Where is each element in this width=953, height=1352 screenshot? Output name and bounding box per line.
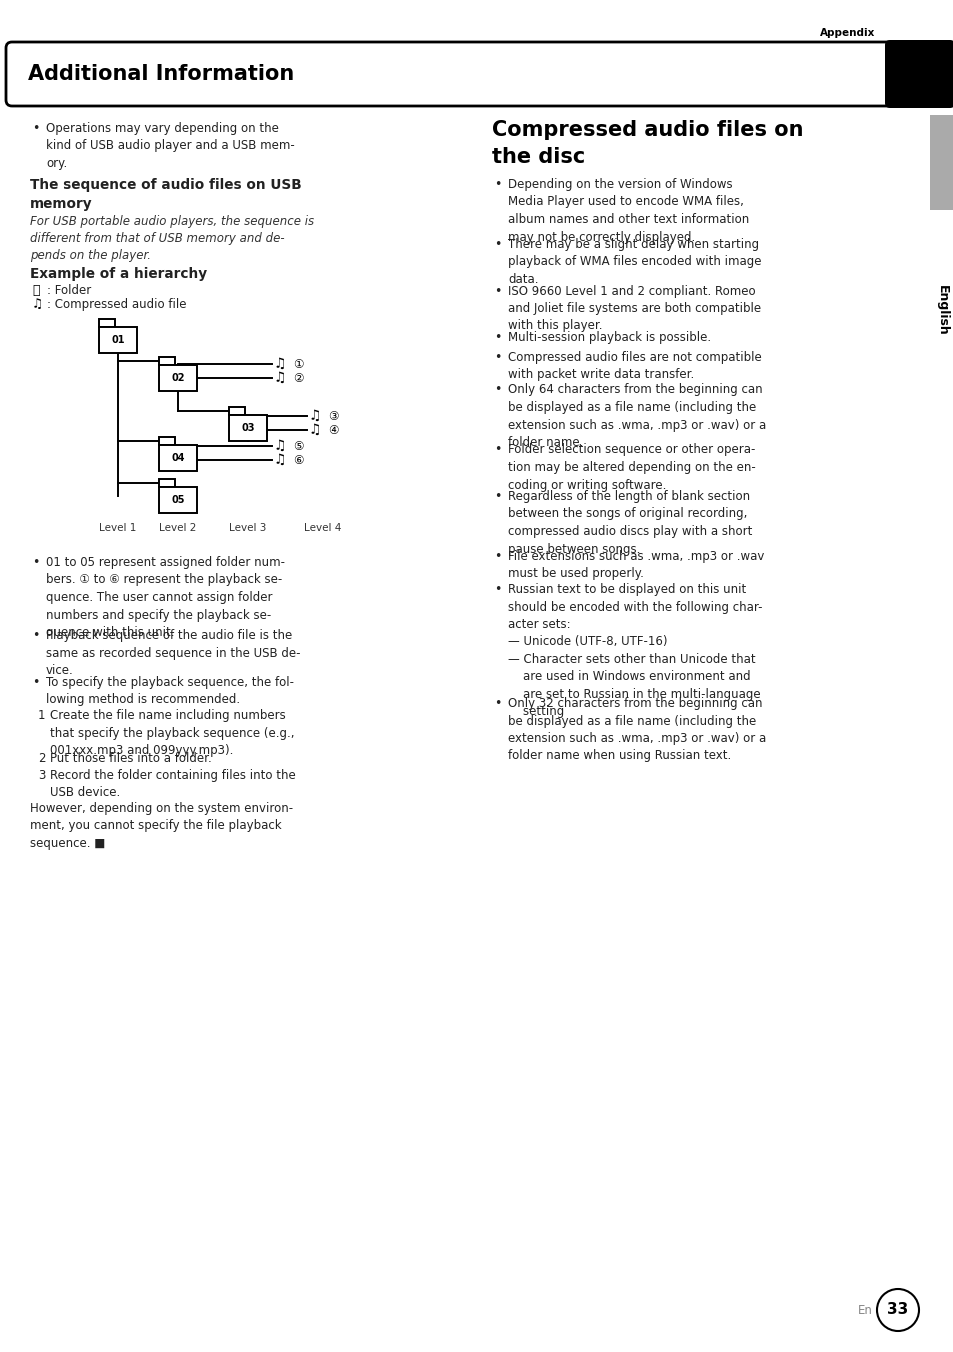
Text: The sequence of audio files on USB
memory: The sequence of audio files on USB memor… xyxy=(30,178,301,211)
Text: •: • xyxy=(494,698,501,710)
Text: •: • xyxy=(494,384,501,396)
Text: ②: ② xyxy=(293,372,303,384)
Text: 05: 05 xyxy=(172,495,185,506)
Bar xyxy=(159,479,174,487)
Text: •: • xyxy=(494,550,501,562)
Text: •: • xyxy=(32,122,39,135)
Text: •: • xyxy=(32,556,39,569)
Text: •: • xyxy=(494,583,501,596)
Text: ⑥: ⑥ xyxy=(293,453,303,466)
Bar xyxy=(159,445,196,470)
Text: ①: ① xyxy=(293,357,303,370)
Text: Folder selection sequence or other opera-
tion may be altered depending on the e: Folder selection sequence or other opera… xyxy=(507,443,755,492)
Text: Compressed audio files are not compatible
with packet write data transfer.: Compressed audio files are not compatibl… xyxy=(507,350,760,381)
Text: Level 2: Level 2 xyxy=(159,523,196,533)
Text: •: • xyxy=(494,350,501,364)
Text: ♫: ♫ xyxy=(309,410,321,423)
Text: 01: 01 xyxy=(112,335,125,345)
Text: ♫: ♫ xyxy=(274,357,286,370)
Text: Compressed audio files on
the disc: Compressed audio files on the disc xyxy=(492,120,802,168)
Text: Regardless of the length of blank section
between the songs of original recordin: Regardless of the length of blank sectio… xyxy=(507,489,752,556)
Text: Level 1: Level 1 xyxy=(99,523,136,533)
Text: Level 4: Level 4 xyxy=(304,523,341,533)
Text: 1: 1 xyxy=(38,708,46,722)
Text: ⑤: ⑤ xyxy=(293,439,303,453)
Text: Operations may vary depending on the
kind of USB audio player and a USB mem-
ory: Operations may vary depending on the kin… xyxy=(46,122,294,170)
Text: ♫: ♫ xyxy=(274,370,286,385)
Text: For USB portable audio players, the sequence is
different from that of USB memor: For USB portable audio players, the sequ… xyxy=(30,215,314,262)
Text: Appendix: Appendix xyxy=(820,28,875,38)
Text: Russian text to be displayed on this unit
should be encoded with the following c: Russian text to be displayed on this uni… xyxy=(507,583,761,718)
Text: ♫: ♫ xyxy=(274,439,286,453)
Text: Depending on the version of Windows
Media Player used to encode WMA files,
album: Depending on the version of Windows Medi… xyxy=(507,178,748,243)
Text: Multi-session playback is possible.: Multi-session playback is possible. xyxy=(507,331,710,343)
Text: Additional Information: Additional Information xyxy=(28,64,294,84)
Text: There may be a slight delay when starting
playback of WMA files encoded with ima: There may be a slight delay when startin… xyxy=(507,238,760,287)
Text: Level 3: Level 3 xyxy=(229,523,267,533)
Text: : Compressed audio file: : Compressed audio file xyxy=(47,297,186,311)
Bar xyxy=(929,115,953,210)
Text: •: • xyxy=(494,489,501,503)
Text: •: • xyxy=(494,331,501,343)
FancyBboxPatch shape xyxy=(884,41,953,108)
Text: ④: ④ xyxy=(328,423,338,437)
Bar xyxy=(159,487,196,512)
Text: •: • xyxy=(32,676,39,690)
Text: Create the file name including numbers
that specify the playback sequence (e.g.,: Create the file name including numbers t… xyxy=(50,708,294,757)
Text: File extensions such as .wma, .mp3 or .wav
must be used properly.: File extensions such as .wma, .mp3 or .w… xyxy=(507,550,763,580)
Text: Only 64 characters from the beginning can
be displayed as a file name (including: Only 64 characters from the beginning ca… xyxy=(507,384,765,449)
Text: Example of a hierarchy: Example of a hierarchy xyxy=(30,266,207,281)
Text: Playback sequence of the audio file is the
same as recorded sequence in the USB : Playback sequence of the audio file is t… xyxy=(46,630,300,677)
Text: 03: 03 xyxy=(241,423,254,433)
Text: •: • xyxy=(494,178,501,191)
Text: Record the folder containing files into the
USB device.: Record the folder containing files into … xyxy=(50,769,295,799)
Text: 3: 3 xyxy=(38,769,46,781)
Text: ♫: ♫ xyxy=(32,297,43,311)
Bar xyxy=(99,319,115,327)
Text: English: English xyxy=(935,285,947,335)
Text: To specify the playback sequence, the fol-
lowing method is recommended.: To specify the playback sequence, the fo… xyxy=(46,676,294,707)
Text: : Folder: : Folder xyxy=(47,284,91,297)
Text: •: • xyxy=(494,284,501,297)
Bar xyxy=(159,437,174,445)
Text: ③: ③ xyxy=(328,410,338,422)
Bar xyxy=(229,407,245,415)
Text: 02: 02 xyxy=(172,373,185,383)
Text: Put those files into a folder.: Put those files into a folder. xyxy=(50,753,212,765)
Text: 2: 2 xyxy=(38,753,46,765)
Text: 33: 33 xyxy=(886,1302,907,1317)
Text: •: • xyxy=(494,443,501,457)
Bar xyxy=(159,357,174,365)
Text: •: • xyxy=(32,630,39,642)
Bar xyxy=(159,365,196,391)
FancyBboxPatch shape xyxy=(6,42,899,105)
Bar xyxy=(229,415,267,441)
Text: ISO 9660 Level 1 and 2 compliant. Romeo
and Joliet file systems are both compati: ISO 9660 Level 1 and 2 compliant. Romeo … xyxy=(507,284,760,333)
Text: ♫: ♫ xyxy=(309,423,321,437)
Circle shape xyxy=(876,1288,918,1330)
Text: En: En xyxy=(857,1303,872,1317)
Bar xyxy=(99,327,137,353)
Text: 04: 04 xyxy=(172,453,185,462)
Text: •: • xyxy=(494,238,501,251)
Text: ♫: ♫ xyxy=(274,453,286,466)
Text: 01 to 05 represent assigned folder num-
bers. ① to ⑥ represent the playback se-
: 01 to 05 represent assigned folder num- … xyxy=(46,556,285,639)
Text: Only 32 characters from the beginning can
be displayed as a file name (including: Only 32 characters from the beginning ca… xyxy=(507,698,765,763)
Text: 📁: 📁 xyxy=(32,284,39,297)
Text: However, depending on the system environ-
ment, you cannot specify the file play: However, depending on the system environ… xyxy=(30,802,293,850)
